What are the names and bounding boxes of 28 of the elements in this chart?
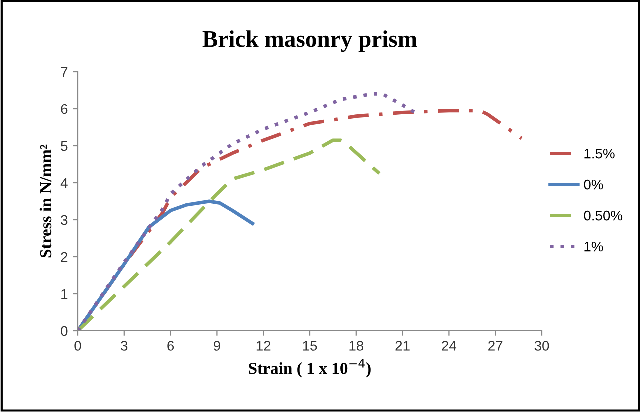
line-series	[78, 92, 417, 331]
y-axis-title: Stress in N/mm²	[40, 144, 52, 258]
x-tick-label: 15	[303, 341, 318, 351]
y-tick-label: 6	[61, 104, 68, 114]
x-tick-label: 9	[214, 341, 220, 351]
y-tick-label: 2	[61, 252, 68, 262]
y-tick-label: 3	[61, 215, 68, 226]
chart-title: Brick masonry prism	[202, 30, 418, 52]
legend-label: 0.50%	[584, 210, 623, 221]
line-series	[78, 138, 382, 331]
legend-label: 1%	[584, 242, 604, 252]
y-tick-label: 4	[60, 178, 68, 188]
y-tick-label: 0	[61, 326, 68, 336]
x-tick-label: 0	[74, 341, 82, 351]
legend-label: 1.5%	[584, 148, 615, 159]
x-tick-label: 21	[396, 341, 410, 351]
y-tick-label: 5	[61, 141, 68, 152]
x-tick-label: 30	[534, 341, 550, 351]
x-tick-label: 6	[168, 341, 174, 351]
x-axis-title: Strain ( 1 x 10$^{−4}$)	[249, 359, 371, 378]
x-tick-label: 27	[488, 341, 503, 351]
x-tick-label: 18	[350, 341, 364, 351]
x-tick-label: 3	[121, 341, 128, 351]
legend-label: 0%	[584, 180, 604, 190]
y-tick-label: 1	[62, 289, 68, 300]
x-tick-label: 12	[256, 341, 271, 351]
y-tick-label: 7	[61, 67, 68, 78]
x-tick-label: 24	[442, 341, 457, 351]
